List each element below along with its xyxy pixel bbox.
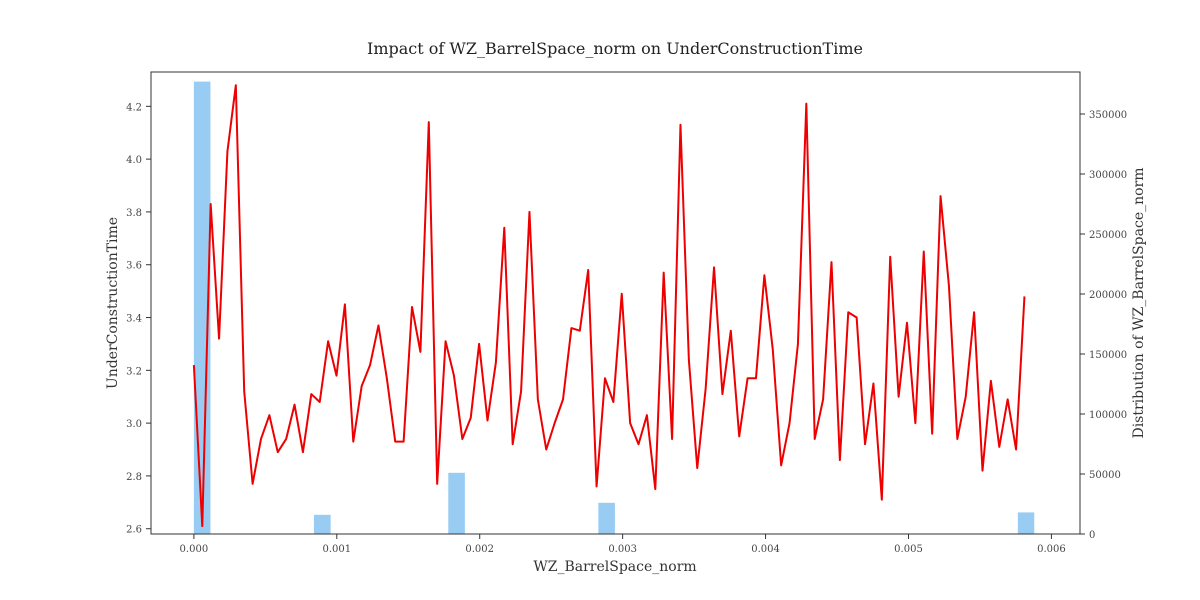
histogram-bar (193, 81, 211, 534)
x-tick-label: 0.002 (465, 544, 494, 555)
y-tick-label: 3.6 (126, 261, 142, 272)
x-tick-label: 0.000 (180, 544, 209, 555)
y2-tick-label: 350000 (1089, 110, 1127, 121)
y-tick-label: 3.0 (126, 419, 142, 430)
y-axis-left: 2.6 2.8 3.0 3.2 3.4 3.6 3.8 4.0 4.2 (126, 102, 151, 536)
line-series (192, 84, 1026, 528)
y2-tick-label: 100000 (1089, 410, 1127, 421)
x-axis: 0.000 0.001 0.002 0.003 0.004 0.005 0.006 (180, 534, 1066, 555)
y-axis-right: 0 50000 100000 150000 200000 250000 300000 3500… (1080, 110, 1127, 541)
y-tick-label: 3.8 (126, 208, 142, 219)
y-axis-label: UnderConstructionTime (105, 217, 121, 389)
histogram-bar (598, 502, 615, 534)
y2-tick-label: 50000 (1089, 470, 1121, 481)
histogram-bars (193, 81, 1035, 534)
x-axis-label: WZ_BarrelSpace_norm (533, 559, 696, 575)
plot-frame (150, 71, 1081, 535)
series-line (192, 84, 1026, 528)
x-tick-label: 0.003 (608, 544, 637, 555)
x-tick-label: 0.001 (322, 544, 351, 555)
y-tick-label: 4.2 (126, 102, 142, 113)
y-tick-label: 2.6 (126, 525, 142, 536)
y2-axis-label: Distribution of WZ_BarrelSpace_norm (1131, 167, 1147, 438)
histogram-bar (313, 514, 331, 534)
y2-tick-label: 250000 (1089, 230, 1127, 241)
chart-title: Impact of WZ_BarrelSpace_norm on UnderCo… (367, 39, 863, 58)
y2-tick-label: 150000 (1089, 350, 1127, 361)
y2-tick-label: 0 (1089, 530, 1095, 541)
y2-tick-label: 300000 (1089, 170, 1127, 181)
histogram-bar (1017, 512, 1035, 534)
x-tick-label: 0.006 (1037, 544, 1066, 555)
histogram-bar (448, 472, 465, 534)
x-tick-label: 0.005 (894, 544, 923, 555)
y-tick-label: 4.0 (126, 155, 142, 166)
y2-tick-label: 200000 (1089, 290, 1127, 301)
y-tick-label: 3.2 (126, 366, 142, 377)
y-tick-label: 2.8 (126, 472, 142, 483)
y-tick-label: 3.4 (126, 314, 142, 325)
x-tick-label: 0.004 (751, 544, 780, 555)
